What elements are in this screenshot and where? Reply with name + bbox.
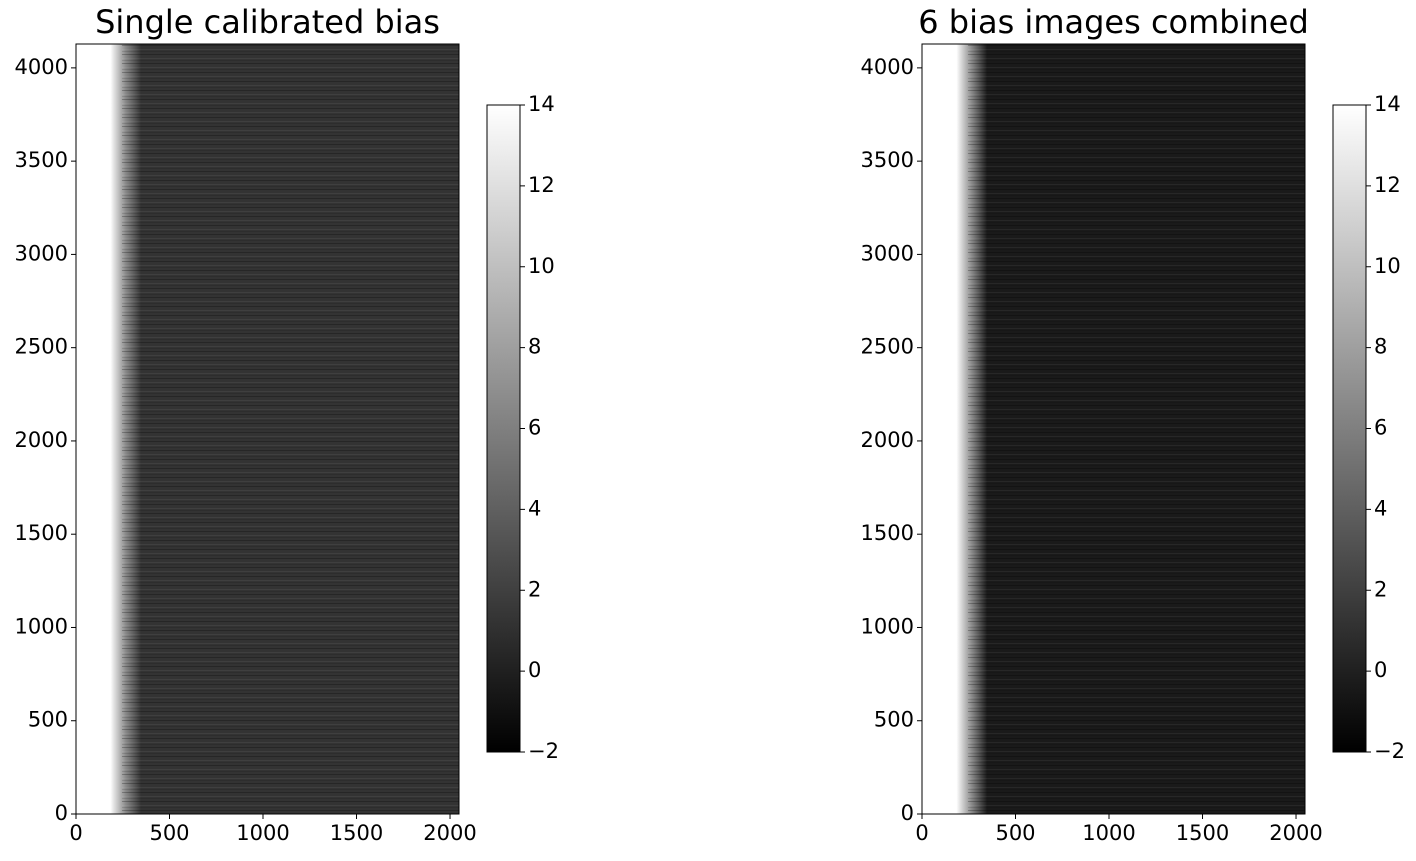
- y-tick-label: 500: [874, 708, 914, 732]
- y-tick-label: 500: [28, 708, 68, 732]
- y-tick-label: 1500: [15, 521, 68, 545]
- y-tick-label: 2000: [861, 428, 914, 452]
- colorbar: [1332, 104, 1367, 753]
- y-tick-label: 4000: [15, 55, 68, 79]
- colorbar-tick-label: 0: [1374, 658, 1387, 682]
- colorbar-tick-label: 14: [1374, 92, 1401, 116]
- colorbar-tick-label: 12: [528, 173, 555, 197]
- x-tick-label: 0: [69, 821, 82, 845]
- colorbar-tick-label: 8: [528, 335, 541, 359]
- y-tick-label: 1000: [15, 614, 68, 638]
- colorbar-tick-label: 4: [1374, 496, 1387, 520]
- x-tick-label: 2000: [423, 821, 476, 845]
- colorbar-tick-label: 14: [528, 92, 555, 116]
- image-texture: [967, 44, 1305, 814]
- x-tick-label: 500: [149, 821, 189, 845]
- y-tick-label: 4000: [861, 55, 914, 79]
- colorbar-tick-label: 12: [1374, 173, 1401, 197]
- colorbar-tick-label: 0: [528, 658, 541, 682]
- colorbar-tick-label: −2: [1374, 739, 1405, 763]
- chart-title: Single calibrated bias: [95, 3, 440, 41]
- y-tick-label: 2500: [15, 335, 68, 359]
- y-tick-label: 0: [55, 801, 68, 825]
- y-tick-label: 3000: [15, 241, 68, 265]
- colorbar-tick-label: 2: [1374, 577, 1387, 601]
- x-tick-label: 1500: [330, 821, 383, 845]
- x-tick-label: 2000: [1269, 821, 1322, 845]
- x-tick-label: 1000: [236, 821, 289, 845]
- colorbar-tick-label: 10: [1374, 254, 1401, 278]
- colorbar-tick-label: 8: [1374, 335, 1387, 359]
- y-tick-label: 0: [901, 801, 914, 825]
- axes-frame: [75, 43, 460, 815]
- colorbar-tick-label: −2: [528, 739, 559, 763]
- x-tick-label: 0: [915, 821, 928, 845]
- x-tick-label: 1000: [1082, 821, 1135, 845]
- image-texture: [121, 44, 460, 814]
- colorbar-tick-label: 2: [528, 577, 541, 601]
- y-tick-label: 3000: [861, 241, 914, 265]
- colorbar-tick-label: 10: [528, 254, 555, 278]
- y-tick-label: 2000: [15, 428, 68, 452]
- chart-title: 6 bias images combined: [918, 3, 1309, 41]
- x-tick-label: 1500: [1176, 821, 1229, 845]
- y-tick-label: 1500: [861, 521, 914, 545]
- axes-frame: [921, 43, 1306, 815]
- x-tick-label: 500: [995, 821, 1035, 845]
- y-tick-label: 3500: [15, 148, 68, 172]
- colorbar-tick-label: 4: [528, 496, 541, 520]
- colorbar: [486, 104, 521, 753]
- colorbar-tick-label: 6: [1374, 416, 1387, 440]
- y-tick-label: 1000: [861, 614, 914, 638]
- y-tick-label: 2500: [861, 335, 914, 359]
- colorbar-tick-label: 6: [528, 416, 541, 440]
- y-tick-label: 3500: [861, 148, 914, 172]
